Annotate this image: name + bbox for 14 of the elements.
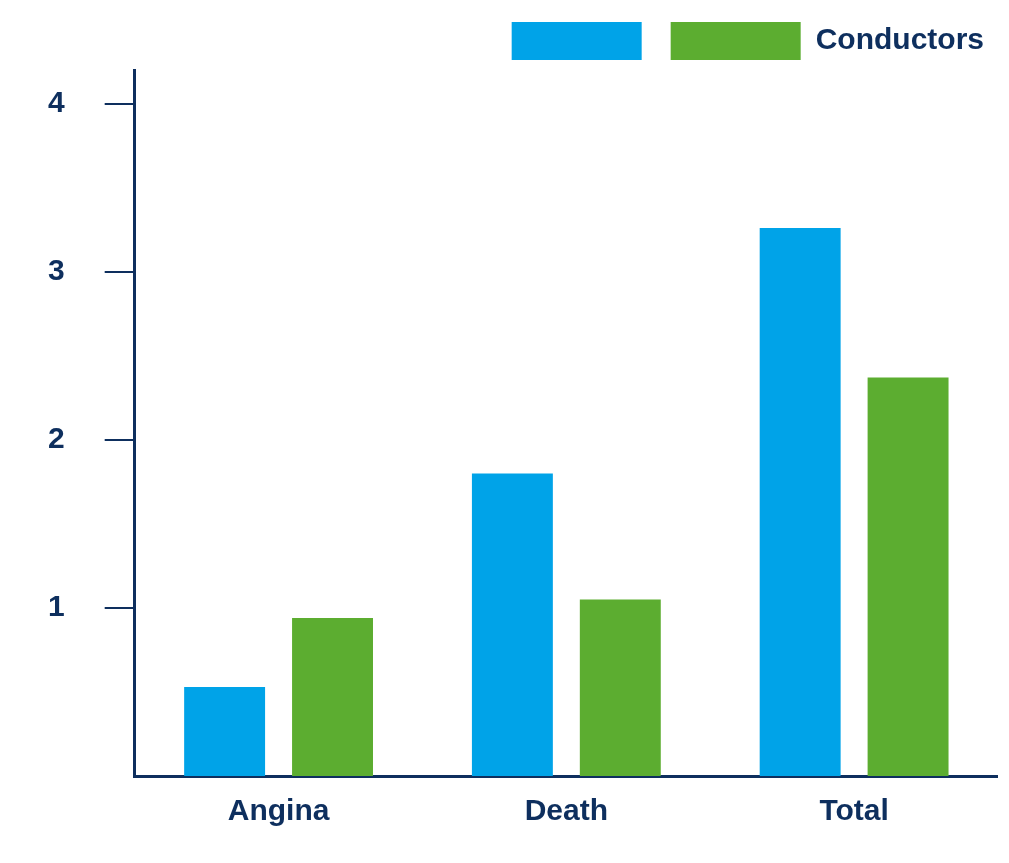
bar — [184, 686, 266, 776]
y-tick-label: 4 — [48, 84, 65, 118]
bar — [759, 228, 841, 776]
bar — [471, 473, 553, 776]
y-tick-label: 1 — [48, 589, 65, 623]
y-tick-label: 3 — [48, 252, 65, 286]
x-tick-label: Angina — [227, 793, 330, 827]
legend-label: Conductors — [815, 22, 984, 56]
bar — [867, 377, 949, 776]
y-tick-label: 2 — [48, 421, 65, 455]
x-tick-label: Total — [819, 793, 889, 827]
bar — [579, 599, 661, 776]
x-tick-label: Death — [524, 793, 609, 827]
bar — [292, 617, 373, 776]
